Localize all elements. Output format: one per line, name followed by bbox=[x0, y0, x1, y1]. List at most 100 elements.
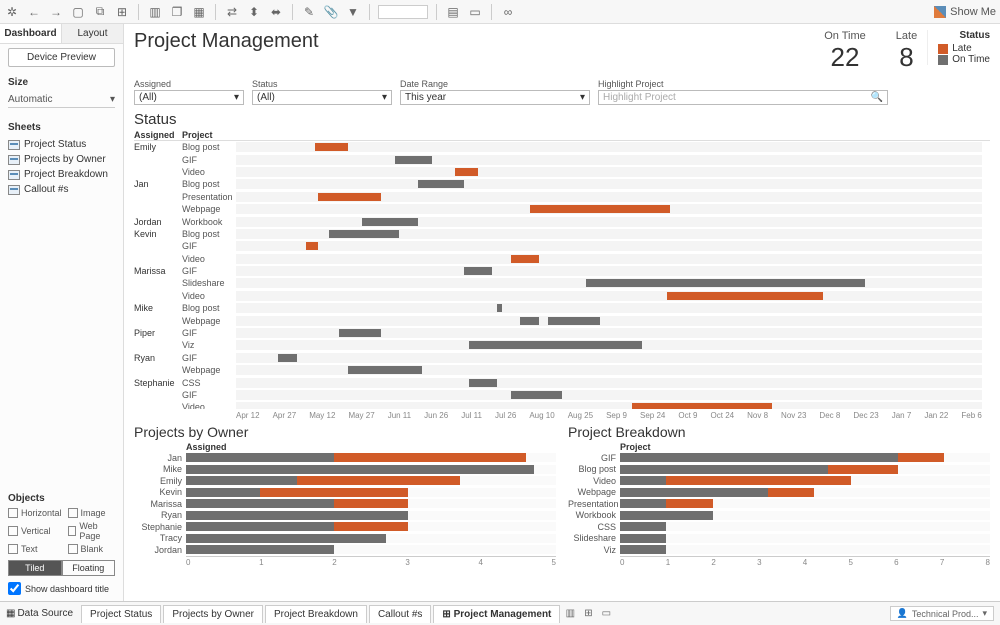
gantt-bar[interactable] bbox=[362, 218, 418, 226]
filter-select[interactable]: (All)▾ bbox=[134, 90, 244, 105]
legend-item[interactable]: Late bbox=[938, 43, 990, 54]
new-worksheet-icon[interactable]: ▥ bbox=[562, 606, 578, 622]
add-icon[interactable]: ⊞ bbox=[114, 4, 130, 20]
legend-item[interactable]: On Time bbox=[938, 54, 990, 65]
labels-icon[interactable]: ▼ bbox=[345, 4, 361, 20]
bar-segment[interactable] bbox=[620, 511, 713, 520]
object-item[interactable]: Vertical bbox=[8, 521, 62, 541]
bar-segment[interactable] bbox=[186, 453, 334, 462]
bar-segment[interactable] bbox=[334, 499, 408, 508]
forward-icon[interactable]: → bbox=[48, 4, 64, 20]
gantt-bar[interactable] bbox=[469, 341, 642, 349]
bar-segment[interactable] bbox=[898, 453, 944, 462]
bar-segment[interactable] bbox=[186, 476, 297, 485]
gantt-bar[interactable] bbox=[395, 156, 432, 164]
gantt-bar[interactable] bbox=[348, 366, 423, 374]
bottom-tab[interactable]: Projects by Owner bbox=[163, 605, 263, 623]
gantt-bar[interactable] bbox=[464, 267, 492, 275]
clear-icon[interactable]: ▦ bbox=[191, 4, 207, 20]
show-me-button[interactable]: Show Me bbox=[934, 6, 996, 18]
bar-segment[interactable] bbox=[620, 522, 666, 531]
swap-icon[interactable]: ⇄ bbox=[224, 4, 240, 20]
bottom-tab[interactable]: Project Breakdown bbox=[265, 605, 367, 623]
sort-desc-icon[interactable]: ⬌ bbox=[268, 4, 284, 20]
object-item[interactable]: Web Page bbox=[68, 521, 115, 541]
bar-segment[interactable] bbox=[620, 499, 666, 508]
user-menu[interactable]: 👤 Technical Prod... ▾ bbox=[890, 606, 994, 621]
object-item[interactable]: Blank bbox=[68, 544, 115, 554]
sheet-item[interactable]: Callout #s bbox=[4, 182, 119, 197]
object-item[interactable]: Horizontal bbox=[8, 508, 62, 518]
bar-segment[interactable] bbox=[620, 545, 666, 554]
bar-segment[interactable] bbox=[620, 453, 898, 462]
sheet-item[interactable]: Projects by Owner bbox=[4, 152, 119, 167]
highlight-icon[interactable]: ✎ bbox=[301, 4, 317, 20]
show-title-input[interactable] bbox=[8, 582, 21, 595]
bar-segment[interactable] bbox=[186, 522, 334, 531]
back-icon[interactable]: ← bbox=[26, 4, 42, 20]
gantt-bar[interactable] bbox=[469, 379, 497, 387]
save-icon[interactable]: ▢ bbox=[70, 4, 86, 20]
gantt-bar[interactable] bbox=[520, 317, 539, 325]
show-title-checkbox[interactable]: Show dashboard title bbox=[8, 582, 115, 595]
share-icon[interactable]: ∞ bbox=[500, 4, 516, 20]
floating-button[interactable]: Floating bbox=[62, 560, 116, 576]
bar-segment[interactable] bbox=[666, 476, 851, 485]
bar-segment[interactable] bbox=[620, 488, 768, 497]
gantt-bar[interactable] bbox=[318, 193, 381, 201]
sidebar-tab-dashboard[interactable]: Dashboard bbox=[0, 24, 62, 43]
new-data-icon[interactable]: ⧉ bbox=[92, 4, 108, 20]
gantt-bar[interactable] bbox=[586, 279, 866, 287]
gantt-bar[interactable] bbox=[667, 292, 823, 300]
fit-select[interactable] bbox=[378, 5, 428, 19]
gantt-bar[interactable] bbox=[455, 168, 478, 176]
bar-segment[interactable] bbox=[186, 534, 386, 543]
filter-select[interactable]: Highlight Project🔍 bbox=[598, 90, 888, 105]
new-dashboard-icon[interactable]: ⊞ bbox=[580, 606, 596, 622]
worksheet-icon[interactable]: ▥ bbox=[147, 4, 163, 20]
sheet-item[interactable]: Project Status bbox=[4, 137, 119, 152]
gantt-bar[interactable] bbox=[511, 255, 539, 263]
sidebar-tab-layout[interactable]: Layout bbox=[62, 24, 123, 43]
sheet-item[interactable]: Project Breakdown bbox=[4, 167, 119, 182]
bar-segment[interactable] bbox=[666, 499, 712, 508]
gantt-bar[interactable] bbox=[315, 143, 348, 151]
bottom-tab[interactable]: Callout #s bbox=[369, 605, 431, 623]
gantt-bar[interactable] bbox=[339, 329, 381, 337]
presentation-icon[interactable]: ▭ bbox=[467, 4, 483, 20]
bottom-tab[interactable]: Project Status bbox=[81, 605, 161, 623]
bar-segment[interactable] bbox=[334, 522, 408, 531]
gantt-bar[interactable] bbox=[306, 242, 318, 250]
tiled-button[interactable]: Tiled bbox=[8, 560, 62, 576]
gantt-bar[interactable] bbox=[530, 205, 670, 213]
bar-segment[interactable] bbox=[620, 476, 666, 485]
sort-asc-icon[interactable]: ⬍ bbox=[246, 4, 262, 20]
gantt-bar[interactable] bbox=[548, 317, 599, 325]
gantt-bar[interactable] bbox=[497, 304, 502, 312]
bar-segment[interactable] bbox=[620, 465, 828, 474]
bar-segment[interactable] bbox=[186, 488, 260, 497]
bar-segment[interactable] bbox=[297, 476, 460, 485]
object-item[interactable]: Image bbox=[68, 508, 115, 518]
group-icon[interactable]: 📎 bbox=[323, 4, 339, 20]
duplicate-icon[interactable]: ❐ bbox=[169, 4, 185, 20]
new-story-icon[interactable]: ▭ bbox=[598, 606, 614, 622]
bar-segment[interactable] bbox=[186, 465, 534, 474]
logo-icon[interactable]: ✲ bbox=[4, 4, 20, 20]
gantt-bar[interactable] bbox=[511, 391, 562, 399]
bar-segment[interactable] bbox=[260, 488, 408, 497]
gantt-bar[interactable] bbox=[632, 403, 772, 409]
bottom-tab[interactable]: ⊞ Project Management bbox=[433, 605, 560, 623]
bar-segment[interactable] bbox=[334, 453, 526, 462]
device-preview-button[interactable]: Device Preview bbox=[8, 48, 115, 67]
size-select[interactable]: Automatic▾ bbox=[8, 94, 115, 108]
bar-segment[interactable] bbox=[620, 534, 666, 543]
bar-segment[interactable] bbox=[186, 499, 334, 508]
cards-icon[interactable]: ▤ bbox=[445, 4, 461, 20]
gantt-bar[interactable] bbox=[418, 180, 465, 188]
filter-select[interactable]: This year▾ bbox=[400, 90, 590, 105]
gantt-bar[interactable] bbox=[329, 230, 399, 238]
bar-segment[interactable] bbox=[828, 465, 897, 474]
data-source-tab[interactable]: ▦ Data Source bbox=[6, 608, 73, 619]
filter-select[interactable]: (All)▾ bbox=[252, 90, 392, 105]
